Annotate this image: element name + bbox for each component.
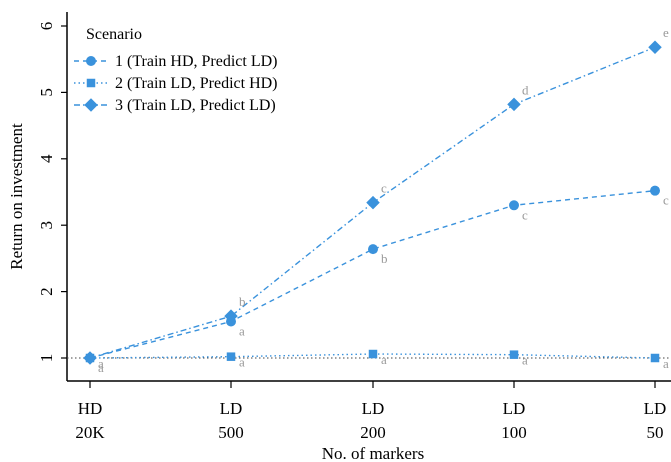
x-tick-label-line1: LD (503, 399, 526, 418)
series-2-point (509, 350, 519, 359)
series-1-point (650, 185, 660, 196)
series-1-annotation: b (381, 251, 388, 266)
y-tick-label: 5 (37, 88, 56, 97)
axes: 1 2 3 4 5 6 HD 20K LD 500 LD 200 LD 100 LD 50 No. of mar… (7, 12, 671, 462)
series-1-annotation: a (98, 360, 104, 375)
series-3-annotation: b (239, 294, 246, 309)
legend-series-1-marker (86, 56, 96, 66)
x-tick-label-line2: 50 (647, 423, 664, 442)
series-3-point (507, 97, 521, 112)
series-3-point (366, 195, 380, 210)
x-tick-label-line2: 100 (501, 423, 527, 442)
x-tick-label-line1: HD (78, 399, 103, 418)
series-2-point (650, 353, 660, 363)
y-axis-title: Return on investment (7, 123, 26, 270)
series-2-annotation: a (381, 352, 387, 367)
series-1-point (509, 200, 519, 211)
series-2-annotation: a (239, 355, 245, 370)
series-3-annotation: d (522, 82, 529, 97)
series-3-point (648, 40, 662, 54)
series-1-annotation: c (522, 207, 528, 222)
series-1-point (368, 244, 378, 255)
legend-series-3-label: 3 (Train LD, Predict LD) (115, 97, 276, 114)
series-2-annotation: a (663, 356, 669, 371)
x-tick-label-line2: 500 (218, 423, 244, 442)
x-tick-label-line1: LD (220, 399, 243, 418)
legend-series-1-label: 1 (Train HD, Predict LD) (115, 53, 278, 70)
series-2-point (368, 349, 378, 359)
series-3-annotation: e (663, 25, 669, 40)
legend-series-3-marker (84, 98, 98, 112)
series-2-annotation: a (522, 353, 528, 368)
legend-title: Scenario (86, 26, 142, 43)
series-2-point (226, 352, 236, 361)
series-group (83, 40, 662, 365)
y-tick-label: 2 (37, 287, 56, 296)
series-3-point (224, 309, 238, 323)
series-1-line (89, 189, 656, 359)
x-axis-title: No. of markers (322, 444, 424, 462)
series-1-annotation: a (239, 323, 245, 338)
x-tick-label-line1: LD (644, 399, 667, 418)
y-tick-label: 4 (37, 154, 56, 163)
x-tick-label-line2: 20K (75, 423, 105, 442)
legend-series-2-marker (86, 78, 96, 88)
x-tick-label-line1: LD (362, 399, 385, 418)
legend: Scenario 1 (Train HD, Predict LD) 2 (Train… (74, 26, 278, 114)
legend-series-2-label: 2 (Train LD, Predict HD) (115, 75, 278, 92)
series-1-annotation: c (663, 193, 669, 208)
y-tick-label: 6 (37, 22, 56, 31)
y-tick-label: 1 (37, 354, 56, 363)
series-3-annotation: c (381, 181, 387, 196)
x-tick-label-line2: 200 (360, 423, 386, 442)
series-3-point (83, 351, 97, 365)
series-2-annotation: a (98, 356, 104, 371)
y-tick-label: 3 (37, 221, 56, 230)
